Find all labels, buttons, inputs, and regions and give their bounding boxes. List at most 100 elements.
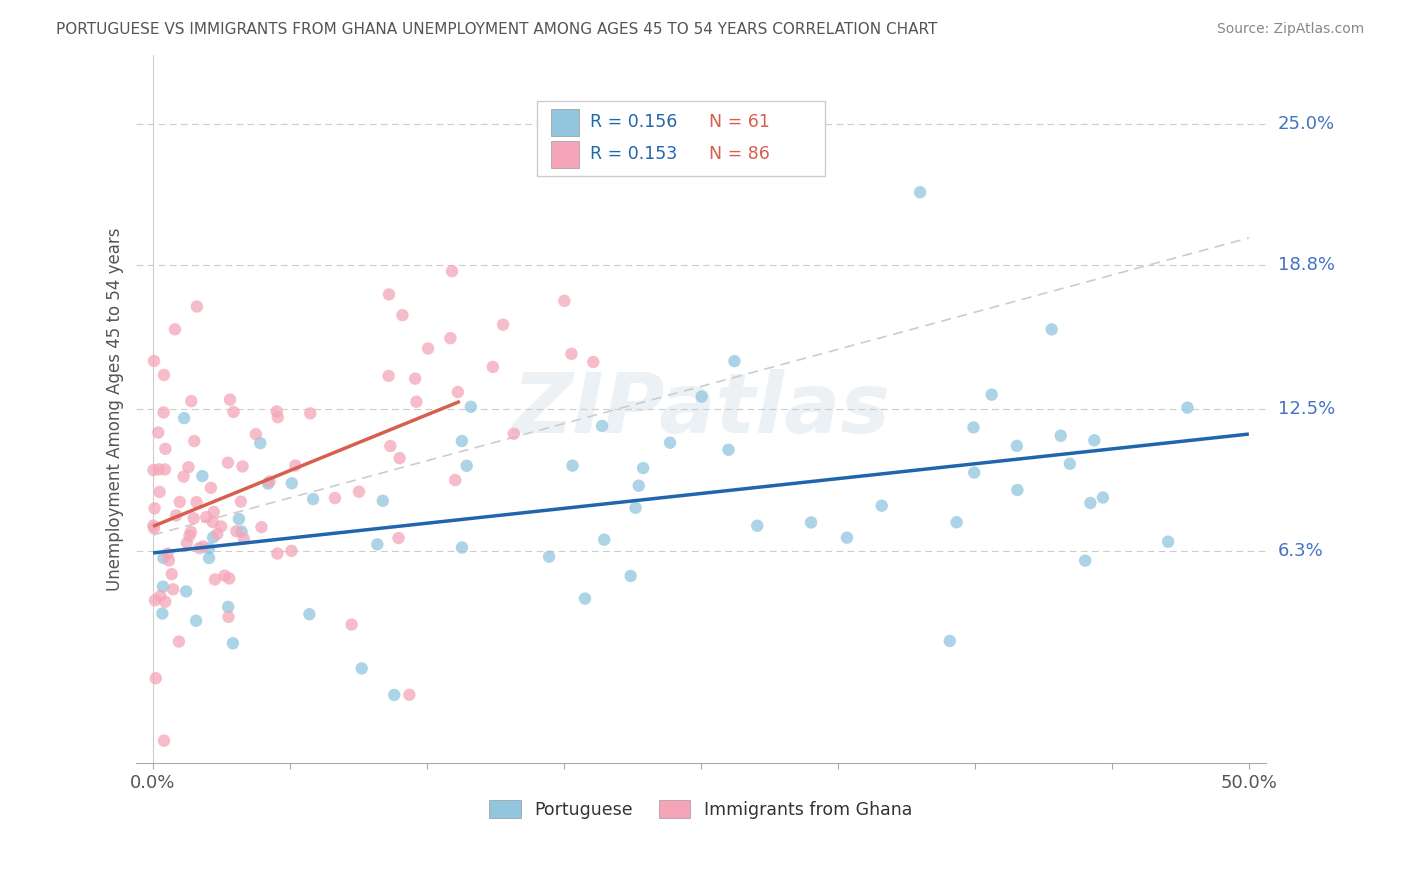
Point xyxy=(257,476,280,491)
Point xyxy=(284,458,307,473)
Text: 18.8%: 18.8% xyxy=(1278,256,1334,275)
Point xyxy=(180,524,202,539)
Point xyxy=(153,733,176,747)
Point xyxy=(218,610,240,624)
Text: 6.3%: 6.3% xyxy=(1278,542,1323,560)
Bar xyxy=(551,109,579,136)
Point xyxy=(180,394,202,409)
Point xyxy=(217,599,239,614)
Point xyxy=(405,394,427,409)
Point xyxy=(1091,491,1114,505)
Point xyxy=(201,515,224,529)
Point xyxy=(963,466,986,480)
Point xyxy=(173,411,195,425)
Point xyxy=(200,481,222,495)
Point xyxy=(378,287,401,301)
Point xyxy=(444,473,467,487)
Point xyxy=(387,531,409,545)
Point xyxy=(382,688,405,702)
Point xyxy=(659,435,682,450)
Point xyxy=(266,547,288,561)
Point xyxy=(229,494,252,508)
Point xyxy=(388,451,411,466)
Point xyxy=(142,463,165,477)
Point xyxy=(160,567,183,582)
Point xyxy=(152,580,174,594)
Point xyxy=(179,528,201,542)
Point xyxy=(870,499,893,513)
Point xyxy=(1059,457,1081,471)
Point xyxy=(143,521,166,535)
Point xyxy=(908,186,931,200)
Point xyxy=(835,531,858,545)
Point xyxy=(939,634,962,648)
Point xyxy=(574,591,596,606)
Point xyxy=(747,518,769,533)
Point xyxy=(218,571,240,585)
Point xyxy=(191,539,214,553)
Point xyxy=(188,541,211,555)
Point xyxy=(280,544,302,558)
Point xyxy=(167,634,190,648)
Point xyxy=(149,484,172,499)
Point xyxy=(148,462,170,476)
Point xyxy=(451,541,474,555)
Point xyxy=(591,419,613,434)
Point xyxy=(800,516,823,530)
Point xyxy=(148,425,170,440)
Point xyxy=(582,355,605,369)
Point xyxy=(366,537,388,551)
Point xyxy=(153,595,176,609)
Point xyxy=(717,442,740,457)
Point xyxy=(153,462,176,476)
Point xyxy=(152,550,174,565)
Point xyxy=(157,553,180,567)
Text: R = 0.153: R = 0.153 xyxy=(591,145,678,163)
Text: 25.0%: 25.0% xyxy=(1278,115,1334,133)
Point xyxy=(183,511,205,525)
Text: N = 61: N = 61 xyxy=(709,113,769,131)
Point xyxy=(350,661,373,675)
Legend: Portuguese, Immigrants from Ghana: Portuguese, Immigrants from Ghana xyxy=(482,793,920,826)
Point xyxy=(302,491,325,506)
Point xyxy=(1083,434,1105,448)
Point xyxy=(1080,496,1102,510)
Point xyxy=(186,300,208,314)
Text: Source: ZipAtlas.com: Source: ZipAtlas.com xyxy=(1216,22,1364,37)
Point xyxy=(627,478,650,492)
Point xyxy=(204,573,226,587)
Point xyxy=(267,410,290,425)
Point xyxy=(191,469,214,483)
Point xyxy=(593,533,616,547)
Point xyxy=(1074,554,1097,568)
Point xyxy=(404,371,426,385)
Point xyxy=(156,547,179,561)
Point xyxy=(143,501,166,516)
Point xyxy=(323,491,346,505)
Point xyxy=(962,420,984,434)
Point xyxy=(250,520,273,534)
Point xyxy=(174,584,197,599)
Point xyxy=(450,434,472,448)
Point xyxy=(163,322,186,336)
Point xyxy=(723,354,745,368)
Point xyxy=(165,508,187,523)
Point xyxy=(209,519,232,533)
Point xyxy=(347,484,370,499)
Point xyxy=(980,387,1002,401)
Point xyxy=(245,427,267,442)
Point xyxy=(183,434,205,448)
Point xyxy=(502,426,524,441)
Point xyxy=(195,510,218,524)
Point xyxy=(377,368,399,383)
Point xyxy=(624,500,647,515)
Point xyxy=(1040,322,1063,336)
Point xyxy=(1005,439,1028,453)
Point xyxy=(202,530,225,544)
Point xyxy=(169,495,191,509)
Point xyxy=(231,524,253,539)
Point xyxy=(398,688,420,702)
Point xyxy=(153,368,176,382)
Point xyxy=(155,442,177,456)
Text: ZIPatlas: ZIPatlas xyxy=(512,368,890,450)
